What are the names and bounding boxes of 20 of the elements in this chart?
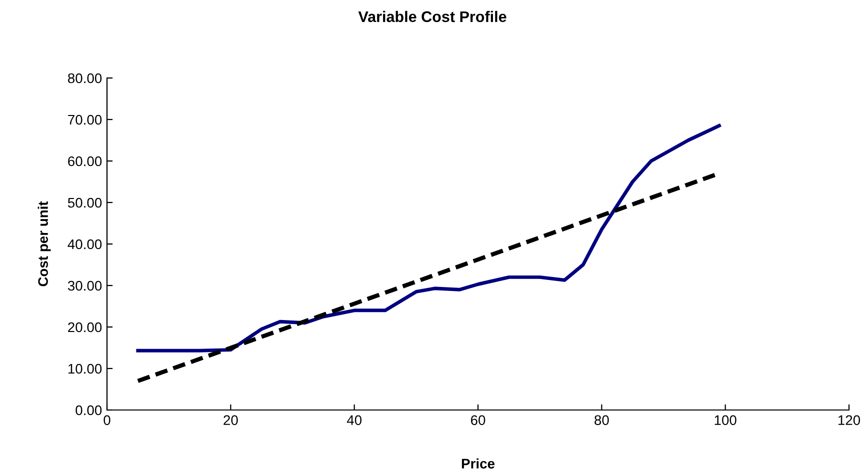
chart-title: Variable Cost Profile (358, 10, 506, 22)
x-tick-label: 80 (594, 415, 609, 426)
y-tick-label: 30.00 (68, 280, 102, 291)
y-tick-label: 50.00 (68, 198, 102, 208)
y-tick-label: 10.00 (68, 364, 102, 374)
x-tick-label: 100 (714, 415, 736, 426)
y-tick-label: 60.00 (68, 156, 102, 166)
line-series (136, 124, 721, 352)
x-axis-title: Price (462, 458, 495, 469)
y-tick-label: 70.00 (68, 114, 102, 125)
y-axis-title: Cost per unit (38, 201, 51, 286)
x-tick-label: 0 (104, 415, 110, 426)
x-tick-label: 120 (838, 415, 860, 426)
x-tick-label: 40 (346, 415, 362, 426)
y-tick-label: 0.00 (76, 405, 102, 416)
x-tick-label: 20 (224, 415, 238, 426)
x-tick-label: 60 (470, 415, 486, 426)
y-tick-label: 40.00 (68, 239, 102, 250)
y-tick-label: 20.00 (68, 322, 102, 332)
y-tick-label: 80.00 (68, 73, 102, 84)
